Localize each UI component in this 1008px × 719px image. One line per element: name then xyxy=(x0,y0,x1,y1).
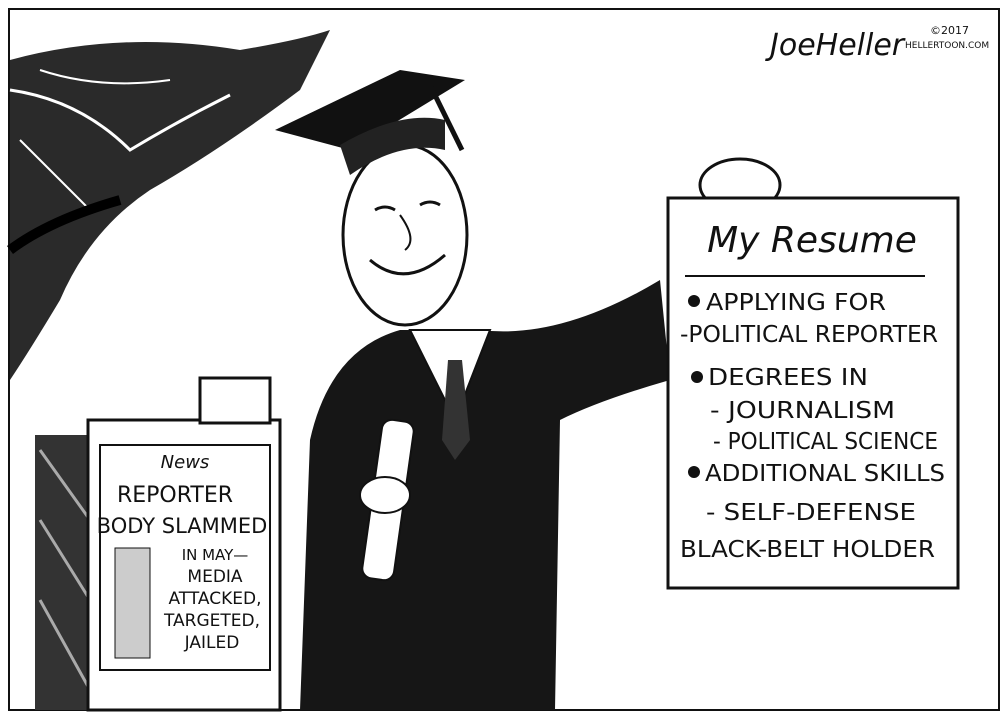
masthead: News xyxy=(161,452,210,473)
subhead: ATTACKED, xyxy=(168,589,261,609)
resume: My Resume APPLYING FOR -POLITICAL REPORT… xyxy=(666,196,960,590)
signature: JoeHeller ©2017 HELLERTOON.COM xyxy=(765,24,989,63)
head xyxy=(341,143,469,327)
tree xyxy=(7,30,330,380)
tie xyxy=(442,360,470,460)
mouth xyxy=(369,253,446,276)
bullet xyxy=(688,295,700,307)
nose xyxy=(399,214,412,251)
resume-line: - SELF-DEFENSE xyxy=(706,500,916,526)
resume-sheet xyxy=(666,196,960,590)
bullet xyxy=(691,371,703,383)
newspaper-box: News REPORTER BODY SLAMMED IN MAY— MEDIA… xyxy=(35,376,282,712)
hand xyxy=(359,476,411,514)
signature-name: JoeHeller xyxy=(765,28,906,63)
subhead: JAILED xyxy=(184,633,240,653)
column-lines xyxy=(114,547,151,659)
graduate xyxy=(275,70,782,710)
headline: REPORTER xyxy=(117,483,233,508)
resume-line: -POLITICAL REPORTER xyxy=(680,322,938,348)
bullet xyxy=(688,466,700,478)
subhead: IN MAY— xyxy=(182,546,249,564)
headline: BODY SLAMMED xyxy=(97,514,268,538)
resume-line: APPLYING FOR xyxy=(706,290,886,316)
box-hatching xyxy=(38,449,92,691)
signature-site: HELLERTOON.COM xyxy=(905,41,989,51)
subhead: MEDIA xyxy=(187,567,243,587)
resume-title: My Resume xyxy=(707,220,917,261)
resume-line: - JOURNALISM xyxy=(710,398,895,424)
mortarboard xyxy=(275,70,465,150)
eyes xyxy=(374,200,441,212)
cap-band xyxy=(340,117,445,175)
coin-slot xyxy=(198,376,272,425)
box-side xyxy=(35,435,95,710)
gown xyxy=(300,280,670,710)
resume-line: BLACK-BELT HOLDER xyxy=(680,537,935,563)
resume-line: ADDITIONAL SKILLS xyxy=(705,461,945,487)
subhead: TARGETED, xyxy=(163,611,260,631)
signature-year: ©2017 xyxy=(930,24,969,37)
resume-line: DEGREES IN xyxy=(708,365,868,391)
tassel xyxy=(427,83,465,152)
resume-line: - POLITICAL SCIENCE xyxy=(713,429,938,455)
